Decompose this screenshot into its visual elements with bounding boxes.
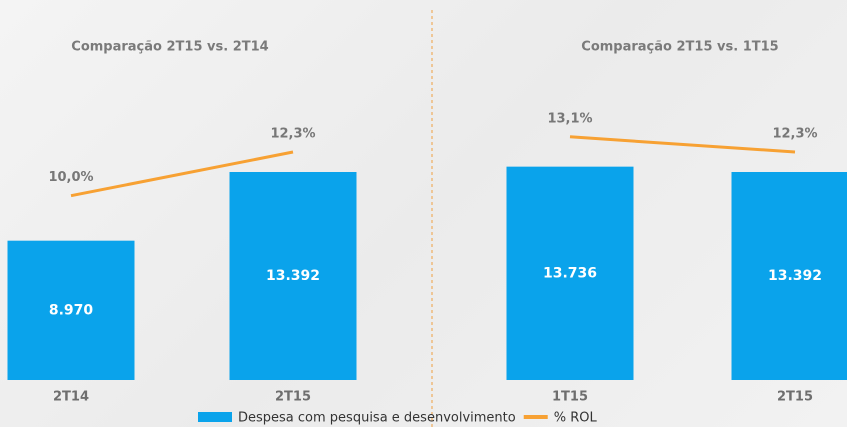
legend-label: % ROL (554, 411, 598, 426)
line-label: 12,3% (772, 127, 817, 142)
bar-label: 13.736 (543, 265, 597, 281)
bar-label: 8.970 (49, 302, 94, 318)
line-label: 12,3% (270, 127, 315, 142)
line (570, 137, 795, 152)
x-tick-label: 2T14 (53, 390, 89, 405)
chart: Comparação 2T15 vs. 2T14 2T14 2T15 8.970 13.… (0, 0, 847, 427)
x-tick-label: 2T15 (777, 390, 813, 405)
x-tick-label: 2T15 (275, 390, 311, 405)
legend-label: Despesa com pesquisa e desenvolvimento (238, 411, 516, 426)
chart-title: Comparação 2T15 vs. 1T15 (581, 40, 778, 55)
bar-label: 13.392 (266, 268, 320, 284)
line-label: 10,0% (48, 170, 93, 185)
x-tick-label: 1T15 (552, 390, 588, 405)
legend-swatch (198, 412, 232, 422)
line-label: 13,1% (547, 111, 592, 126)
chart-title: Comparação 2T15 vs. 2T14 (71, 40, 268, 55)
bar-label: 13.392 (768, 268, 822, 284)
